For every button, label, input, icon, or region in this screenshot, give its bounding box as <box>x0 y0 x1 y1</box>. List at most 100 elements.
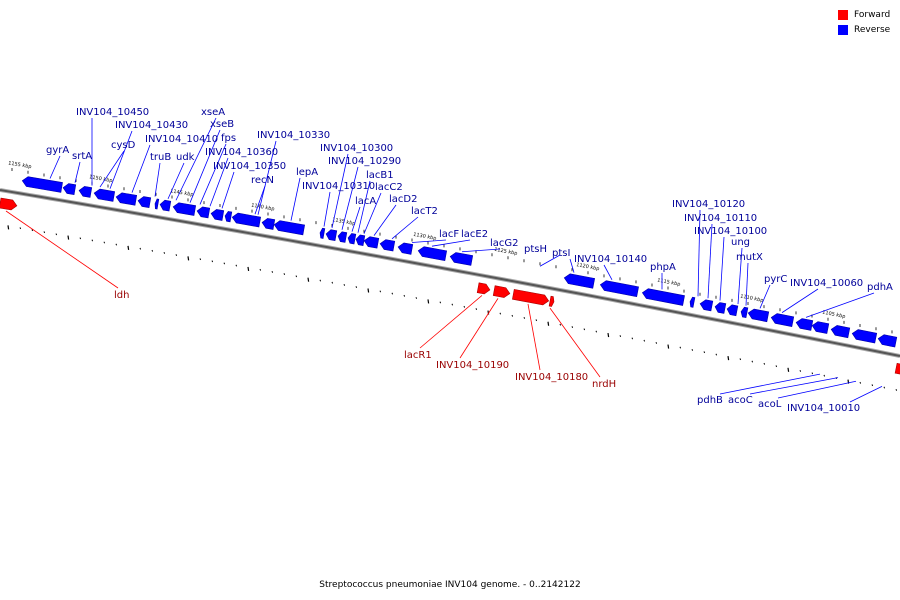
gene-label: lacG2 <box>490 238 519 249</box>
reverse-gene <box>740 306 749 319</box>
reverse-gene <box>563 273 596 289</box>
ruler-tick <box>55 233 58 236</box>
leader-line <box>323 191 331 227</box>
reverse-gene <box>599 280 639 298</box>
ruler-tick <box>259 268 262 271</box>
ruler-tick <box>475 308 478 310</box>
reverse-gene <box>273 220 305 236</box>
reverse-gene <box>397 242 414 255</box>
ruler-tick <box>91 239 94 242</box>
leader-line <box>363 192 382 234</box>
gene-label: lacE2 <box>461 229 488 240</box>
leader-line <box>849 386 883 403</box>
ruler-tick <box>751 360 754 363</box>
gene-label: lepA <box>296 167 318 178</box>
gene-label: cysD <box>111 140 136 151</box>
gene-label: INV104_10300 <box>320 143 393 154</box>
ruler-tick <box>247 266 250 272</box>
gene-label: INV104_10430 <box>115 120 188 131</box>
gene-label: INV104_10410 <box>145 134 218 145</box>
leader-line <box>199 143 227 205</box>
reverse-gene <box>154 198 160 210</box>
leader-line <box>719 373 821 395</box>
kbp-label: 1120 kbp <box>576 262 600 272</box>
forward-gene <box>492 285 511 298</box>
leader-line <box>461 248 501 253</box>
reverse-gene <box>347 233 357 245</box>
leader-line <box>805 292 875 318</box>
leader-line <box>357 180 371 233</box>
ruler-tick <box>523 317 526 319</box>
kbp-label: 1115 kbp <box>657 277 681 287</box>
ruler-tick <box>343 283 346 286</box>
ruler-tick <box>655 342 658 344</box>
gene-label: INV104_10010 <box>787 403 860 414</box>
leader-line <box>431 239 471 247</box>
ruler-tick <box>43 231 46 234</box>
ruler-tick <box>115 243 118 246</box>
tick-layer <box>7 168 898 391</box>
gene-label: pdhA <box>867 282 893 293</box>
gene-label: recN <box>251 175 274 186</box>
kbp-label: 1105 kbp <box>822 310 846 320</box>
gene-label: ptsH <box>524 244 547 255</box>
reverse-gene <box>21 176 63 193</box>
kbp-label: 1125 kbp <box>494 247 518 257</box>
leader-line <box>419 295 483 349</box>
reverse-gene <box>337 231 348 243</box>
gene-label: INV104_10450 <box>76 107 149 118</box>
ruler-tick <box>271 271 274 273</box>
ruler-tick <box>103 241 106 244</box>
ruler-tick <box>211 260 214 263</box>
leader-line <box>697 209 701 297</box>
leader-line <box>5 210 119 289</box>
leader-line <box>175 117 217 201</box>
reverse-gene <box>714 302 727 314</box>
reverse-gene <box>224 211 233 223</box>
gene-label: lacA <box>355 196 376 207</box>
genome-caption: Streptococcus pneumoniae INV104 genome. … <box>319 580 580 590</box>
ruler-tick <box>235 264 238 267</box>
reverse-gene <box>726 304 739 317</box>
reverse-gene <box>363 236 380 249</box>
reverse-gene <box>877 334 898 348</box>
reverse-gene <box>417 246 448 261</box>
reverse-gene <box>641 288 685 306</box>
leader-line <box>749 377 839 395</box>
reverse-gene <box>62 183 77 195</box>
gene-label: INV104_10180 <box>515 372 588 383</box>
ruler-tick <box>127 245 130 250</box>
leader-line <box>759 284 771 309</box>
leader-line <box>391 216 419 240</box>
ruler-tick <box>151 249 154 252</box>
kbp-label: 1155 kbp <box>8 160 32 170</box>
gene-label: INV104_10110 <box>684 213 757 224</box>
backbone-layer <box>0 188 900 358</box>
ruler-tick <box>823 374 826 377</box>
kbp-label: 1110 kbp <box>740 294 764 304</box>
ruler-tick <box>331 281 334 284</box>
ruler-tick <box>607 332 610 338</box>
gene-label: INV104_10310 <box>302 181 375 192</box>
gene-label: acoC <box>728 395 753 406</box>
gene-label: INV104_10290 <box>328 156 401 167</box>
ruler-tick <box>67 235 70 240</box>
ruler-tick <box>535 319 538 322</box>
leader-line <box>290 177 301 221</box>
gene-label: xseA <box>201 107 225 118</box>
ruler-tick <box>559 323 562 326</box>
leader-line <box>341 166 359 230</box>
gene-label: pyrC <box>764 274 787 285</box>
gene-label: truB <box>150 152 171 163</box>
ruler-tick <box>175 254 178 256</box>
ruler-tick <box>859 381 862 384</box>
leader-line <box>154 162 161 197</box>
backbone-line <box>0 189 900 357</box>
gene-label: lacD2 <box>389 194 417 205</box>
reverse-gene <box>325 229 338 241</box>
ruler-tick <box>703 351 706 354</box>
leader-line <box>189 129 221 203</box>
reverse-gene <box>319 227 326 239</box>
